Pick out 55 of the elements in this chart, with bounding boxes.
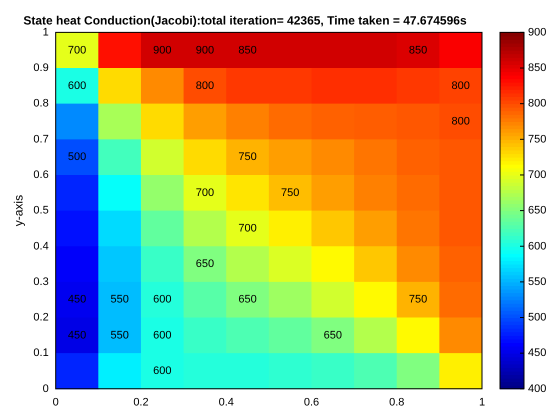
annotation: 600 [153,329,172,342]
annotation: 650 [196,258,214,270]
annotation: 900 [196,44,214,56]
chart-title: State heat Conduction(Jacobi):total iteration= 42365, Time taken = 47.674596s [23,14,467,28]
y-tick-label: 0.7 [33,133,49,146]
annotation: 850 [238,44,257,56]
y-tick-label: 0.9 [33,62,49,74]
color-bar-label: 850 [528,62,546,74]
annotation: 450 [68,294,86,306]
annotation: 800 [452,116,470,128]
annotation: 750 [280,186,300,199]
y-tick-label: 1 [42,26,49,38]
color-bar-label: 900 [528,26,546,38]
y-tick-label: 0.4 [33,240,49,252]
annotation: 750 [238,151,257,164]
annotation: 850 [408,44,428,56]
x-tick-label: 1 [478,396,486,408]
annotation: 450 [68,329,86,342]
annotation: 600 [68,80,86,92]
color-bar-label: 400 [528,382,546,395]
color-bar-label: 450 [528,347,546,360]
annotation: 900 [153,44,172,56]
annotation: 750 [408,294,428,306]
y-axis-title: y-axis [12,194,26,226]
annotation: 650 [238,294,257,306]
x-tick-label: 0.2 [133,396,149,408]
annotation: 700 [196,186,214,199]
y-tick-label: 0.2 [33,312,49,324]
y-tick-label: 0.6 [33,168,49,181]
color-bar-label: 650 [528,204,546,217]
annotation: 700 [238,222,257,234]
x-tick-label: 0.6 [304,396,320,408]
annotation: 700 [68,44,86,56]
y-tick-label: 0.3 [33,276,49,288]
annotation: 600 [153,365,172,378]
x-tick-label: 0 [52,396,59,408]
y-tick-label: 0.1 [33,347,49,360]
y-tick-label: 0.5 [33,204,49,217]
annotation: 550 [110,294,129,306]
annotation: 650 [324,329,342,342]
color-bar-label: 800 [528,98,546,110]
annotation: 550 [110,329,129,342]
color-bar-label: 500 [528,312,546,324]
annotation: 800 [452,80,470,92]
color-bar-label: 600 [528,240,546,252]
y-tick-label: 0 [42,382,49,395]
color-bar-label: 700 [528,168,546,181]
annotation: 500 [68,151,86,164]
x-tick-label: 0.8 [389,396,404,408]
x-tick-label: 0.4 [218,396,234,408]
annotation: 600 [153,294,172,306]
y-tick-label: 0.8 [33,98,49,110]
color-bar-label: 550 [528,276,546,288]
color-bar-label: 750 [528,133,546,146]
annotation: 800 [196,80,214,92]
